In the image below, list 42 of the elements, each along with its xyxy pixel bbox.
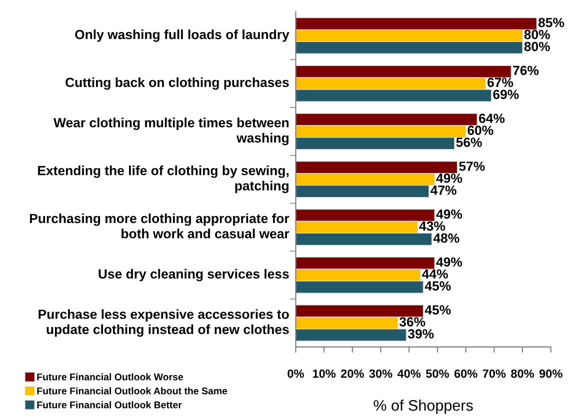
data-label: 85%: [538, 18, 564, 28]
data-label: 44%: [422, 269, 448, 279]
data-label: 80%: [524, 30, 550, 40]
x-tick-label: 30%: [369, 369, 392, 378]
y-tick-label: Cutting back on clothing purchases: [66, 77, 289, 90]
data-label: 57%: [459, 162, 485, 171]
data-label: 49%: [436, 174, 462, 183]
data-label: 36%: [399, 317, 426, 327]
x-tick-label: 80%: [511, 369, 534, 378]
y-tick-label: Only washing full loads of laundry: [75, 29, 290, 42]
y-tick-label: Wear clothing multiple times between washing: [54, 118, 289, 146]
data-label: 39%: [408, 329, 434, 339]
data-label: 45%: [424, 281, 451, 291]
data-label: 45%: [424, 305, 451, 315]
x-tick-label: 0%: [288, 369, 304, 378]
x-tick-label: 10%: [313, 369, 336, 378]
data-label: 49%: [436, 257, 462, 267]
x-tick-label: 70%: [482, 369, 506, 378]
x-tick-label: 90%: [539, 369, 562, 378]
x-tick-label: 40%: [397, 369, 421, 378]
data-label: 48%: [433, 233, 460, 243]
legend-label: Future Financial Outlook Worse: [37, 373, 184, 380]
data-label: 56%: [456, 138, 482, 147]
legend-label: Future Financial Outlook About the Same: [37, 387, 228, 394]
y-tick-label: Purchasing more clothing appropriate for both work and casual wear: [30, 213, 290, 238]
data-label: 69%: [493, 90, 519, 100]
y-tick-label: Use dry cleaning services less: [98, 268, 289, 282]
data-label: 80%: [524, 42, 550, 52]
x-tick-label: 20%: [341, 369, 364, 378]
y-tick-label: Purchase less expensive accessories to update clothing instead of new clothes: [38, 309, 289, 337]
data-label: 76%: [513, 66, 539, 76]
legend-label: Future Financial Outlook Better: [37, 401, 182, 408]
data-label: 64%: [479, 114, 505, 124]
y-tick-label: Extending the life of clothing by sewing, patching: [38, 166, 288, 194]
data-label: 43%: [419, 221, 446, 231]
x-tick-label: 60%: [454, 369, 478, 378]
data-label: 60%: [468, 126, 494, 135]
data-label: 47%: [430, 186, 456, 195]
x-tick-label: 50%: [426, 369, 449, 378]
x-axis-title: % of Shoppers: [374, 400, 473, 414]
data-label: 49%: [436, 209, 462, 219]
data-label: 67%: [488, 78, 514, 88]
